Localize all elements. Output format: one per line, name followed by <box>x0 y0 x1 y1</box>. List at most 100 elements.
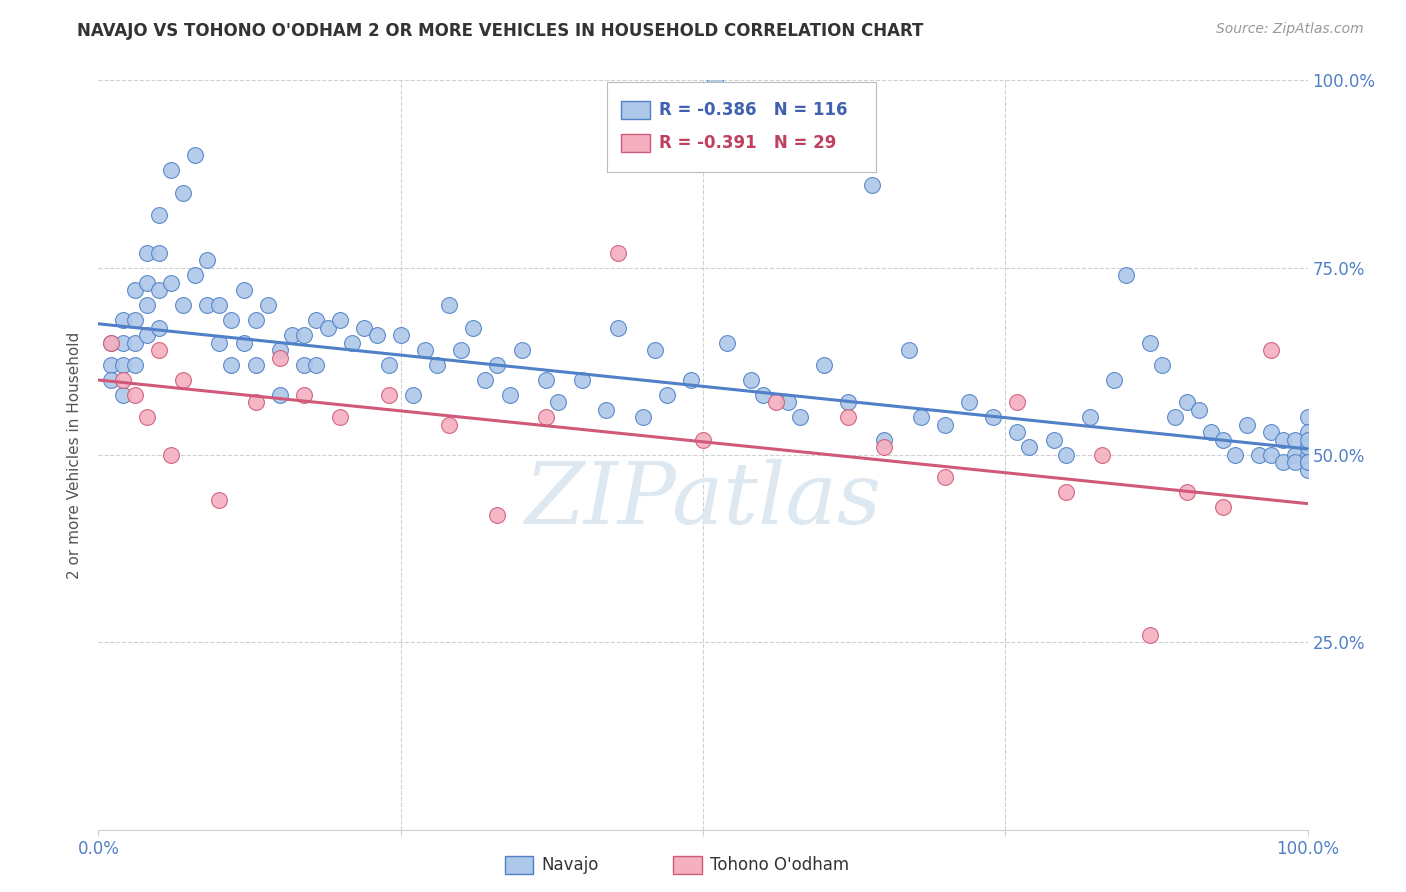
Text: R = -0.386   N = 116: R = -0.386 N = 116 <box>659 101 848 119</box>
Point <box>111 388 134 402</box>
Point <box>124 358 146 372</box>
Point <box>1236 417 1258 432</box>
Point <box>172 373 194 387</box>
Point <box>1139 335 1161 350</box>
Point <box>607 320 630 334</box>
Point <box>1296 441 1319 455</box>
Point <box>111 373 134 387</box>
Point <box>655 388 678 402</box>
Point <box>1018 441 1040 455</box>
Point <box>571 373 593 387</box>
Point <box>1054 448 1077 462</box>
Point <box>1296 410 1319 425</box>
Point <box>837 410 859 425</box>
Point <box>148 283 170 297</box>
Point <box>256 298 278 312</box>
Point <box>111 358 134 372</box>
Point <box>100 335 122 350</box>
Point <box>510 343 533 357</box>
Point <box>1188 403 1211 417</box>
Point <box>692 433 714 447</box>
Point <box>184 268 207 282</box>
Point <box>100 373 122 387</box>
Point <box>305 313 328 327</box>
Point <box>413 343 436 357</box>
Point <box>160 448 183 462</box>
Point <box>221 313 243 327</box>
Point <box>111 313 134 327</box>
Point <box>1296 433 1319 447</box>
Point <box>437 417 460 432</box>
Text: Tohono O'odham: Tohono O'odham <box>710 856 849 874</box>
Point <box>269 343 291 357</box>
Point <box>776 395 799 409</box>
Text: ZIPatlas: ZIPatlas <box>524 458 882 541</box>
Point <box>837 395 859 409</box>
Text: Navajo: Navajo <box>541 856 599 874</box>
Point <box>644 343 666 357</box>
Point <box>474 373 496 387</box>
Point <box>232 283 254 297</box>
Point <box>292 358 315 372</box>
Point <box>595 403 617 417</box>
Point <box>281 328 304 343</box>
Point <box>534 373 557 387</box>
Point <box>342 335 364 350</box>
Point <box>269 388 291 402</box>
Point <box>1175 395 1198 409</box>
Point <box>1091 448 1114 462</box>
Point <box>450 343 472 357</box>
Point <box>534 410 557 425</box>
Point <box>873 441 896 455</box>
Point <box>305 358 328 372</box>
Point <box>1042 433 1064 447</box>
Point <box>124 335 146 350</box>
Point <box>860 178 883 193</box>
Point <box>631 410 654 425</box>
Point <box>486 508 509 522</box>
Point <box>245 313 267 327</box>
Point <box>1139 628 1161 642</box>
Point <box>316 320 339 334</box>
Point <box>1078 410 1101 425</box>
Point <box>437 298 460 312</box>
Point <box>135 328 157 343</box>
Point <box>148 208 170 222</box>
Point <box>740 373 762 387</box>
Point <box>111 335 134 350</box>
Point <box>160 276 183 290</box>
Point <box>1175 485 1198 500</box>
Point <box>1007 425 1029 440</box>
Point <box>1272 455 1295 469</box>
Point <box>148 320 170 334</box>
Point <box>934 417 956 432</box>
Text: Source: ZipAtlas.com: Source: ZipAtlas.com <box>1216 22 1364 37</box>
Text: R = -0.391   N = 29: R = -0.391 N = 29 <box>659 134 837 152</box>
Point <box>245 358 267 372</box>
Y-axis label: 2 or more Vehicles in Household: 2 or more Vehicles in Household <box>67 331 83 579</box>
Point <box>353 320 375 334</box>
Point <box>1284 455 1306 469</box>
Point <box>547 395 569 409</box>
Point <box>752 388 775 402</box>
Point <box>135 298 157 312</box>
Text: NAVAJO VS TOHONO O'ODHAM 2 OR MORE VEHICLES IN HOUSEHOLD CORRELATION CHART: NAVAJO VS TOHONO O'ODHAM 2 OR MORE VEHIC… <box>77 22 924 40</box>
Point <box>292 388 315 402</box>
Point <box>873 433 896 447</box>
Point <box>1163 410 1185 425</box>
Point <box>1152 358 1174 372</box>
Point <box>957 395 980 409</box>
Point <box>366 328 388 343</box>
Point <box>1272 433 1295 447</box>
Point <box>463 320 485 334</box>
Point <box>1284 448 1306 462</box>
Point <box>135 276 157 290</box>
Point <box>1296 448 1319 462</box>
Point <box>389 328 412 343</box>
Point <box>208 298 231 312</box>
Point <box>789 410 811 425</box>
Point <box>124 313 146 327</box>
Point <box>1115 268 1137 282</box>
Point <box>148 245 170 260</box>
Point <box>910 410 932 425</box>
